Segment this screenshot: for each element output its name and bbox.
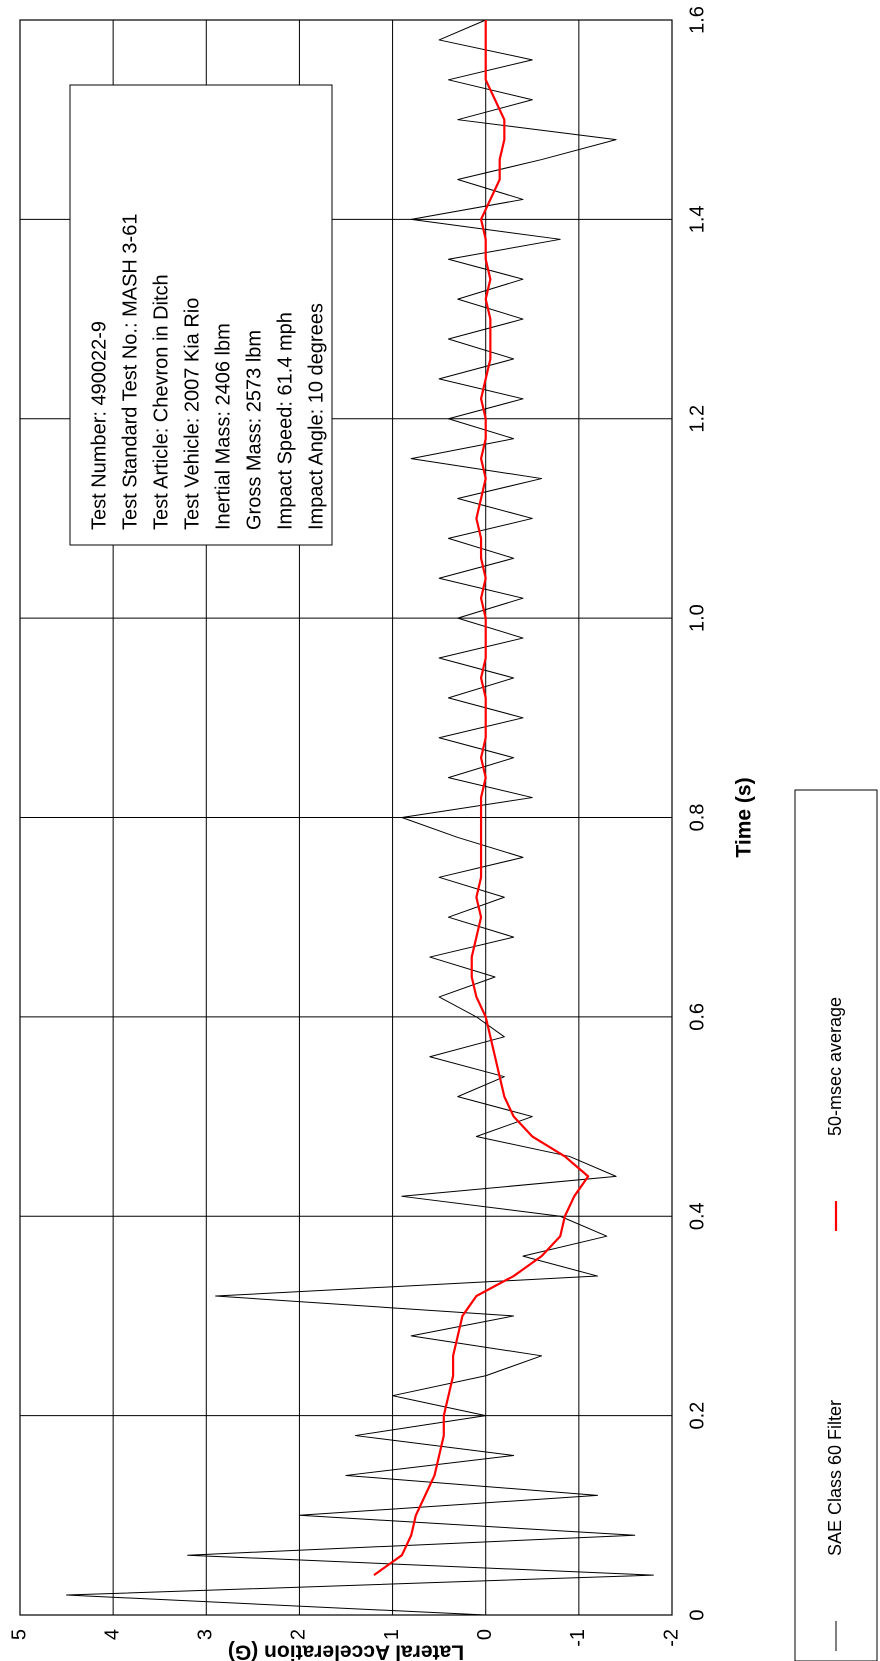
y-axis-title: Lateral Acceleration (G) xyxy=(228,1640,464,1661)
x-tick-label: 1.0 xyxy=(686,604,708,632)
y-tick-label: 1 xyxy=(381,1629,403,1640)
y-tick-label: 0 xyxy=(474,1629,496,1640)
info-text: Inertial Mass: 2406 lbm xyxy=(212,323,234,530)
plot-frame xyxy=(19,19,673,1616)
info-text: Gross Mass: 2573 lbm xyxy=(243,330,265,530)
x-tick-label: 1.4 xyxy=(686,205,708,233)
info-text: Impact Speed: 61.4 mph xyxy=(274,312,296,530)
x-tick-label: 0.2 xyxy=(686,1402,708,1430)
y-tick-label: -1 xyxy=(567,1629,589,1647)
info-text: Test Number: 490022-9 xyxy=(88,321,110,530)
y-tick-label: 2 xyxy=(288,1629,310,1640)
x-tick-label: 1.6 xyxy=(686,6,708,34)
x-axis-title: Time (s) xyxy=(733,777,756,857)
y-tick-label: -2 xyxy=(660,1629,682,1647)
y-tick-label: 4 xyxy=(101,1629,123,1640)
data-line xyxy=(66,19,654,1616)
info-box xyxy=(69,84,333,546)
info-text: Test Standard Test No.: MASH 3-61 xyxy=(119,214,141,530)
legend-label: SAE Class 60 Filter xyxy=(825,1400,845,1556)
data-line xyxy=(373,20,590,1577)
y-tick-label: 5 xyxy=(8,1629,30,1640)
x-tick-label: 0.4 xyxy=(686,1202,708,1230)
info-text: Impact Angle: 10 degrees xyxy=(305,303,327,530)
legend-label: 50-msec average xyxy=(825,997,845,1136)
x-tick-label: 1.2 xyxy=(686,405,708,433)
x-tick-label: 0 xyxy=(686,1609,708,1620)
y-tick-label: 3 xyxy=(195,1629,217,1640)
info-text: Test Vehicle: 2007 Kia Rio xyxy=(181,298,203,530)
rotated-chart: -2 -1 0 1 2 3 4 5 0 0.2 0.4 0.6 0.8 1.0 1.2 1.4 1.6 Time … xyxy=(8,6,878,1661)
info-text: Test Article: Chevron in Ditch xyxy=(150,274,172,530)
x-tick-label: 0.6 xyxy=(686,1003,708,1031)
x-tick-label: 0.8 xyxy=(686,804,708,832)
legend-box xyxy=(794,789,878,1661)
